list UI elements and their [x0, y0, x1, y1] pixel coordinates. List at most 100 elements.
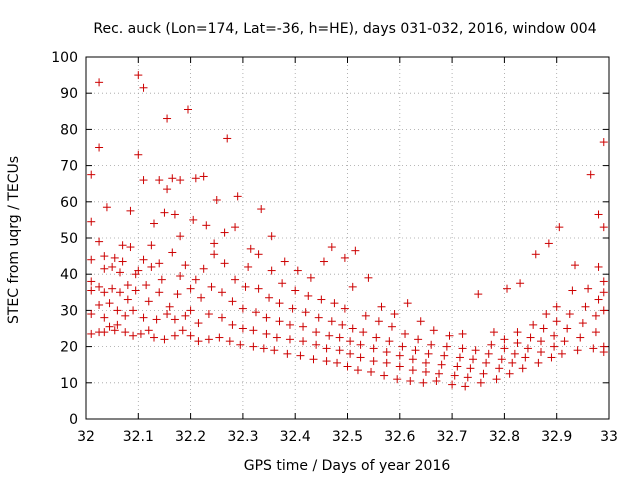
data-point	[560, 337, 569, 346]
data-point	[327, 243, 336, 252]
data-point	[401, 329, 410, 338]
y-tick-label: 100	[51, 50, 78, 66]
data-point	[149, 219, 158, 228]
data-point	[471, 346, 480, 355]
data-point	[194, 319, 203, 328]
data-point	[523, 344, 532, 353]
data-point	[419, 378, 428, 387]
data-point	[228, 297, 237, 306]
data-point	[380, 371, 389, 380]
data-point	[599, 223, 608, 232]
data-point	[181, 261, 190, 270]
data-point	[312, 340, 321, 349]
data-point	[599, 288, 608, 297]
y-tick-label: 80	[60, 122, 78, 138]
data-point	[217, 288, 226, 297]
data-point	[129, 331, 138, 340]
data-point	[301, 308, 310, 317]
data-point	[207, 282, 216, 291]
chart-title: Rec. auck (Lon=174, Lat=-36, h=HE), days…	[93, 21, 596, 37]
data-point	[121, 311, 130, 320]
data-point	[296, 351, 305, 360]
x-tick-label: 32.3	[227, 429, 258, 445]
x-tick-label: 32.2	[175, 429, 206, 445]
data-point	[123, 281, 132, 290]
data-point	[249, 326, 258, 335]
data-point	[445, 331, 454, 340]
data-point	[233, 192, 242, 201]
data-point	[369, 344, 378, 353]
data-point	[136, 329, 145, 338]
data-point	[238, 304, 247, 313]
data-point	[421, 367, 430, 376]
data-point	[461, 382, 470, 391]
data-point	[254, 284, 263, 293]
data-point	[183, 105, 192, 114]
data-point	[134, 266, 143, 275]
data-point	[115, 268, 124, 277]
data-point	[186, 331, 195, 340]
data-point	[544, 239, 553, 248]
data-point	[455, 353, 464, 362]
data-point	[500, 344, 509, 353]
data-point	[293, 266, 302, 275]
data-point	[555, 223, 564, 232]
y-axis-label: STEC from uqrg / TECUs	[6, 156, 22, 324]
data-point	[503, 284, 512, 293]
data-point	[228, 320, 237, 329]
data-point	[168, 174, 177, 183]
data-point	[424, 349, 433, 358]
data-point	[537, 348, 546, 357]
y-tick-label: 20	[60, 340, 78, 356]
x-tick-label: 32.5	[332, 429, 363, 445]
data-point	[500, 335, 509, 344]
data-point	[367, 367, 376, 376]
data-point	[147, 241, 156, 250]
data-point	[361, 311, 370, 320]
data-point	[348, 282, 357, 291]
y-tick-label: 0	[69, 412, 78, 428]
data-point	[450, 371, 459, 380]
data-point	[113, 306, 122, 315]
data-point	[299, 322, 308, 331]
data-point	[220, 259, 229, 268]
x-tick-label: 32.8	[489, 429, 520, 445]
data-point	[492, 375, 501, 384]
data-point	[408, 366, 417, 375]
data-point	[335, 346, 344, 355]
data-point	[599, 277, 608, 286]
data-point	[262, 329, 271, 338]
data-point	[259, 344, 268, 353]
data-point	[398, 342, 407, 351]
data-point	[299, 337, 308, 346]
data-point	[178, 326, 187, 335]
data-point	[110, 253, 119, 262]
y-tick-label: 60	[60, 195, 78, 211]
data-point	[204, 335, 213, 344]
data-point	[594, 210, 603, 219]
data-point	[372, 333, 381, 342]
data-point	[160, 208, 169, 217]
data-point	[508, 358, 517, 367]
data-point	[573, 346, 582, 355]
x-tick-label: 32.1	[123, 429, 154, 445]
data-point	[217, 313, 226, 322]
data-point	[262, 313, 271, 322]
data-point	[134, 71, 143, 80]
data-point	[377, 302, 386, 311]
data-point	[469, 355, 478, 364]
data-point	[550, 342, 559, 351]
data-point	[163, 310, 172, 319]
data-point	[390, 310, 399, 319]
data-point	[139, 255, 148, 264]
data-point	[552, 317, 561, 326]
y-tick-label: 50	[60, 231, 78, 247]
data-point	[189, 215, 198, 224]
data-point	[170, 210, 179, 219]
data-point	[440, 351, 449, 360]
data-point	[411, 346, 420, 355]
data-point	[322, 344, 331, 353]
data-point	[521, 353, 530, 362]
data-point	[534, 358, 543, 367]
data-point	[531, 250, 540, 259]
